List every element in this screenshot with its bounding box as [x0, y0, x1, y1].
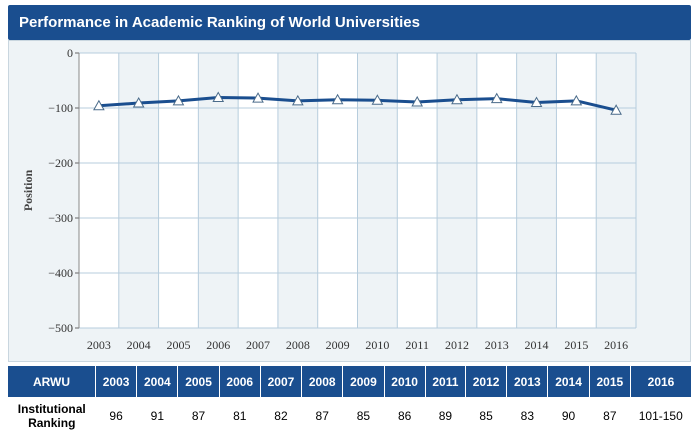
- ranking-table: ARWU 2003 2004 2005 2006 2007 2008 2009 2010 201…: [8, 366, 691, 435]
- year-header-2008: 2008: [301, 366, 344, 397]
- year-header-2012: 2012: [465, 366, 508, 397]
- y-tick-label: −200: [48, 156, 73, 170]
- plot-band: [357, 53, 398, 328]
- data-point-marker: [371, 94, 384, 105]
- x-tick-label: 2003: [87, 338, 111, 352]
- data-point-marker: [490, 92, 503, 104]
- year-header-2009: 2009: [342, 366, 385, 397]
- plot-band: [596, 53, 636, 328]
- x-tick-label: 2012: [445, 338, 469, 352]
- x-tick-label: 2015: [564, 338, 588, 352]
- line-chart: 0 −100 −200 −300 −400 −500 2003 2004 2005 2006 200…: [21, 46, 637, 352]
- data-point-marker: [411, 95, 424, 107]
- x-tick-label: 2008: [286, 338, 310, 352]
- year-header-2006: 2006: [219, 366, 261, 397]
- y-tick-label: 0: [67, 46, 73, 60]
- year-header-2013: 2013: [506, 366, 549, 397]
- ranking-cell-2005: 87: [191, 409, 206, 423]
- year-header-2004: 2004: [136, 366, 179, 397]
- year-header-2007: 2007: [260, 366, 303, 397]
- ranking-cell-2014: 90: [561, 409, 576, 423]
- year-header-2011: 2011: [425, 366, 467, 397]
- x-tick-label: 2006: [206, 338, 230, 352]
- data-point-marker: [212, 91, 225, 103]
- ranking-cell-2010: 86: [397, 409, 412, 423]
- x-tick-label: 2005: [166, 338, 190, 352]
- year-header-2010: 2010: [384, 366, 426, 397]
- ranking-cell-2004: 91: [150, 409, 164, 423]
- x-tick-label: 2004: [127, 338, 151, 352]
- data-point-marker: [172, 94, 185, 106]
- ranking-cell-2003: 96: [109, 409, 123, 423]
- ranking-cell-2013: 83: [520, 409, 534, 423]
- ranking-cell-2009: 85: [356, 409, 371, 423]
- ranking-cell-2016: 101-150: [638, 409, 683, 423]
- chart-panel: 0 −100 −200 −300 −400 −500 2003 2004 2005 2006 200…: [8, 40, 691, 362]
- x-tick-label: 2010: [365, 338, 389, 352]
- data-point-marker: [132, 97, 145, 108]
- year-header-2014: 2014: [547, 366, 590, 397]
- ranking-cell-2006: 81: [233, 409, 247, 423]
- data-point-marker: [570, 94, 583, 106]
- data-point-marker: [93, 99, 105, 111]
- data-point-marker: [331, 93, 344, 105]
- ranking-cell-2008: 87: [315, 409, 329, 423]
- y-tick-label: −100: [48, 101, 73, 115]
- year-header-2015: 2015: [589, 366, 632, 397]
- chart-title: Performance in Academic Ranking of World…: [8, 5, 691, 40]
- x-tick-label: 2013: [485, 338, 509, 352]
- table-row: Institutional Ranking 96 91 87 81 82 87 85 86 89…: [8, 397, 691, 435]
- x-tick-label: 2009: [326, 338, 350, 352]
- year-header-2016: 2016: [630, 366, 691, 397]
- series-line: [98, 96, 617, 112]
- x-tick-label: 2011: [405, 338, 429, 352]
- ranking-cell-2015: 87: [603, 409, 617, 423]
- data-point-marker: [291, 94, 304, 106]
- data-point-marker: [451, 93, 463, 105]
- arwu-header: ARWU: [8, 366, 96, 397]
- y-tick-label: −400: [48, 266, 73, 280]
- ranking-cell-2011: 89: [438, 409, 453, 423]
- year-header-2003: 2003: [95, 366, 138, 397]
- ranking-cell-2007: 82: [274, 409, 288, 423]
- institutional-ranking-label: Institutional Ranking: [17, 402, 86, 430]
- data-point-marker: [530, 96, 543, 107]
- y-tick-label: −500: [48, 321, 73, 335]
- x-tick-label: 2007: [246, 338, 270, 352]
- plot-band: [118, 53, 159, 328]
- plot-band: [277, 53, 318, 328]
- data-point-marker: [252, 92, 264, 103]
- data-point-marker: [610, 104, 622, 115]
- year-header-2005: 2005: [177, 366, 220, 397]
- ranking-cell-2012: 85: [479, 409, 493, 423]
- plot-band: [516, 53, 557, 328]
- x-tick-label: 2014: [525, 338, 549, 352]
- table-header-row: ARWU 2003 2004 2005 2006 2007 2008 2009 2010 201…: [8, 366, 691, 397]
- y-tick-label: −300: [48, 211, 73, 225]
- y-axis-label: Position: [21, 170, 35, 212]
- x-tick-label: 2016: [604, 338, 628, 352]
